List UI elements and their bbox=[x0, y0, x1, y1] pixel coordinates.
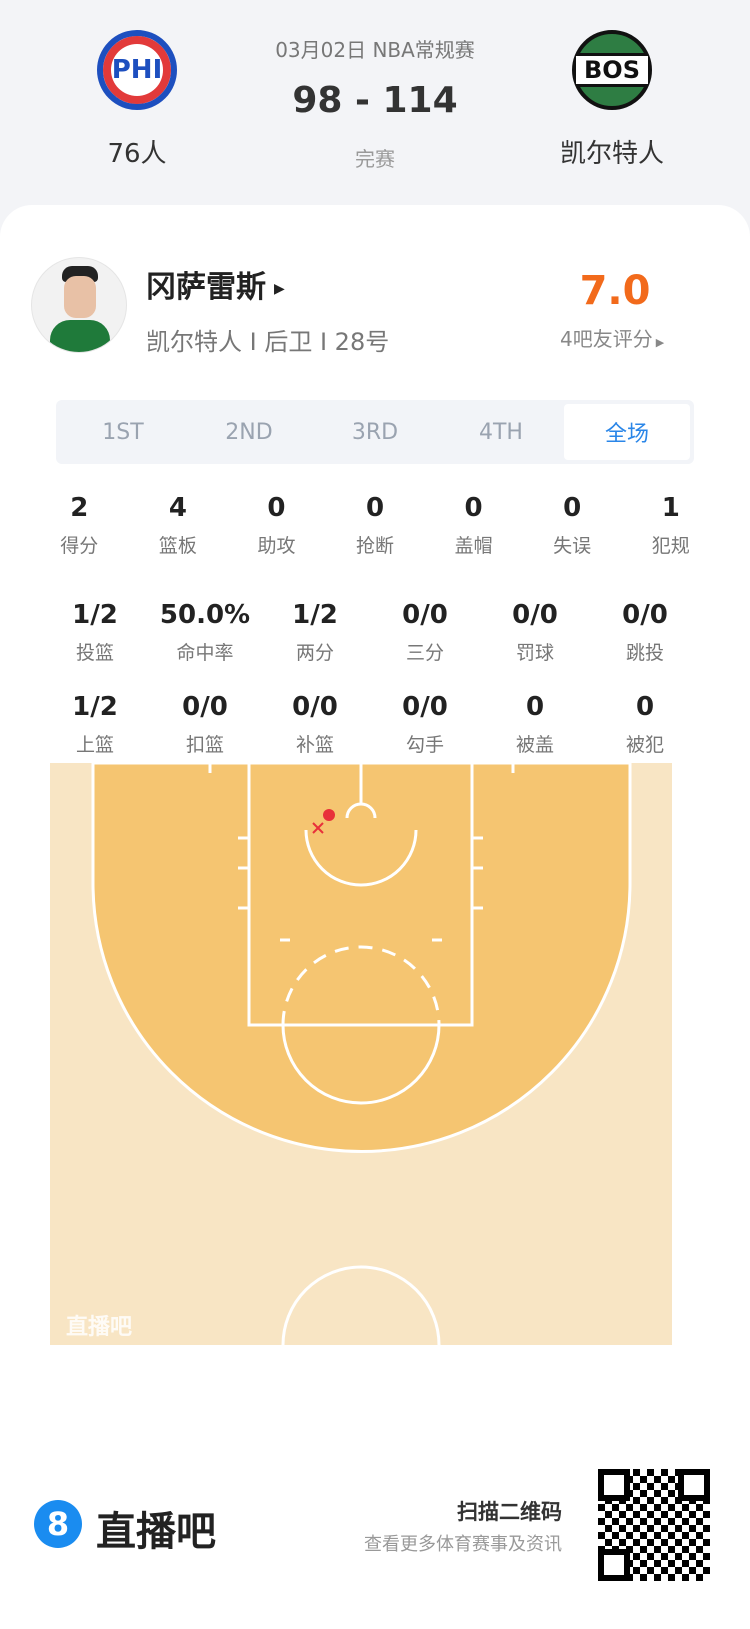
stat-value: 1 bbox=[661, 493, 680, 523]
stat-label: 得分 bbox=[60, 535, 99, 557]
player-name-link[interactable]: 冈萨雷斯 ▶ bbox=[146, 262, 285, 306]
stat-label: 两分 bbox=[295, 642, 334, 664]
stat-item: 1/2 投篮 bbox=[40, 600, 150, 665]
caret-right-icon: ▶ bbox=[655, 336, 665, 349]
tab-3rd[interactable]: 3RD bbox=[351, 419, 399, 445]
stat-label: 上篮 bbox=[75, 734, 114, 756]
stat-label: 被盖 bbox=[515, 734, 554, 756]
stat-label: 被犯 bbox=[625, 734, 664, 756]
scan-subtitle: 查看更多体育赛事及资讯 bbox=[364, 1534, 562, 1555]
stat-item: 0/0 跳投 bbox=[590, 600, 700, 665]
stat-value: 0/0 bbox=[292, 692, 338, 722]
stat-label: 三分 bbox=[405, 642, 444, 664]
stat-label: 篮板 bbox=[158, 535, 197, 557]
stat-value: 0/0 bbox=[622, 600, 668, 630]
shot-missed-marker bbox=[312, 822, 324, 834]
scan-title: 扫描二维码 bbox=[457, 1500, 562, 1524]
stat-item: 1 犯规 bbox=[621, 493, 720, 558]
match-date-league: 03月02日 NBA常规赛 bbox=[275, 38, 475, 62]
match-score: 98 - 114 bbox=[292, 80, 458, 121]
stat-item: 0 盖帽 bbox=[424, 493, 523, 558]
stat-item: 0/0 扣篮 bbox=[150, 692, 260, 757]
three-point-area bbox=[91, 761, 632, 1153]
stat-label: 盖帽 bbox=[454, 535, 493, 557]
stat-item: 0 抢断 bbox=[326, 493, 425, 558]
stat-label: 投篮 bbox=[75, 642, 114, 664]
stat-value: 0 bbox=[267, 493, 286, 523]
stat-item: 0 被盖 bbox=[480, 692, 590, 757]
stat-label: 助攻 bbox=[257, 535, 296, 557]
court-svg bbox=[91, 759, 632, 1346]
player-info: 凯尔特人 I 后卫 I 28号 bbox=[146, 328, 390, 356]
stat-item: 1/2 两分 bbox=[260, 600, 370, 665]
stat-item: 50.0% 命中率 bbox=[150, 600, 260, 665]
caret-right-icon: ▶ bbox=[274, 280, 285, 297]
stats-row-shot-types: 1/2 上篮 0/0 扣篮 0/0 补篮 0/0 勾手 0 被盖 0 被犯 bbox=[40, 692, 700, 757]
tab-4th[interactable]: 4TH bbox=[479, 419, 523, 445]
stat-value: 0 bbox=[365, 493, 385, 523]
stat-value: 0/0 bbox=[402, 692, 448, 722]
stats-row-basic: 2 得分 4 篮板 0 助攻 0 抢断 0 盖帽 0 失误 1 犯规 bbox=[30, 493, 720, 558]
home-team-name[interactable]: 76人 bbox=[107, 139, 167, 169]
away-abbr: BOS bbox=[576, 53, 648, 87]
stat-label: 罚球 bbox=[515, 642, 554, 664]
stat-item: 2 得分 bbox=[30, 493, 129, 558]
stat-value: 0/0 bbox=[512, 600, 558, 630]
stat-value: 0 bbox=[563, 493, 582, 523]
stat-label: 扣篮 bbox=[185, 734, 224, 756]
stat-item: 0 被犯 bbox=[590, 692, 700, 757]
player-avatar[interactable] bbox=[31, 257, 127, 353]
stat-value: 0 bbox=[464, 493, 483, 523]
stat-item: 0/0 罚球 bbox=[480, 600, 590, 665]
away-team-logo[interactable]: BOS bbox=[572, 30, 652, 110]
brand-badge-text: 8 bbox=[46, 1505, 70, 1543]
stat-label: 失误 bbox=[553, 535, 592, 557]
shot-made-marker bbox=[323, 809, 335, 821]
tab-1st[interactable]: 1ST bbox=[102, 419, 144, 445]
period-tabs: 1ST 2ND 3RD 4TH 全场 bbox=[56, 400, 694, 464]
rating-label: 4吧友评分 bbox=[560, 327, 653, 351]
stat-item: 0 失误 bbox=[523, 493, 622, 558]
tab-full-game[interactable]: 全场 bbox=[564, 404, 690, 460]
stat-item: 0 助攻 bbox=[227, 493, 326, 558]
tab-2nd[interactable]: 2ND bbox=[225, 419, 273, 445]
stat-value: 0/0 bbox=[402, 600, 448, 630]
stat-item: 1/2 上篮 bbox=[40, 692, 150, 757]
match-status: 完赛 bbox=[355, 147, 395, 171]
stat-item: 4 篮板 bbox=[129, 493, 228, 558]
stat-value: 4 bbox=[168, 493, 187, 523]
stat-item: 0/0 勾手 bbox=[370, 692, 480, 757]
stat-label: 跳投 bbox=[625, 642, 664, 664]
stat-value: 50.0% bbox=[159, 600, 251, 630]
qr-code[interactable] bbox=[598, 1469, 710, 1581]
stat-value: 1/2 bbox=[72, 692, 118, 722]
stats-row-shooting: 1/2 投篮 50.0% 命中率 1/2 两分 0/0 三分 0/0 罚球 0/0 跳投 bbox=[40, 600, 700, 665]
brand-name: 直播吧 bbox=[96, 1509, 216, 1555]
watermark-logo: 直播吧 bbox=[66, 1315, 133, 1340]
home-abbr: PHI bbox=[111, 55, 163, 85]
stat-value: 0 bbox=[525, 692, 545, 722]
stat-value: 0 bbox=[635, 692, 655, 722]
player-name: 冈萨雷斯 bbox=[146, 270, 266, 305]
stat-label: 命中率 bbox=[176, 642, 234, 664]
stat-value: 0/0 bbox=[182, 692, 228, 722]
stat-label: 抢断 bbox=[356, 535, 395, 557]
stat-label: 勾手 bbox=[405, 734, 444, 756]
stat-value: 2 bbox=[70, 493, 89, 523]
home-team-logo[interactable]: PHI bbox=[97, 30, 177, 110]
court-lines bbox=[208, 759, 515, 1346]
stat-value: 1/2 bbox=[72, 600, 118, 630]
player-rating: 7.0 bbox=[579, 268, 651, 314]
rating-link[interactable]: 4吧友评分 ▶ bbox=[560, 323, 710, 352]
stat-label: 犯规 bbox=[651, 535, 690, 557]
stat-label: 补篮 bbox=[295, 734, 334, 756]
away-team-name[interactable]: 凯尔特人 bbox=[559, 139, 664, 169]
shot-chart: 直播吧 bbox=[50, 759, 672, 1346]
stat-value: 1/2 bbox=[292, 600, 338, 630]
stat-item: 0/0 补篮 bbox=[260, 692, 370, 757]
brand-badge-icon: 8 bbox=[34, 1500, 82, 1548]
match-header: PHI 76人 03月02日 NBA常规赛 98 - 114 完赛 BOS 凯尔… bbox=[0, 0, 750, 205]
stat-item: 0/0 三分 bbox=[370, 600, 480, 665]
